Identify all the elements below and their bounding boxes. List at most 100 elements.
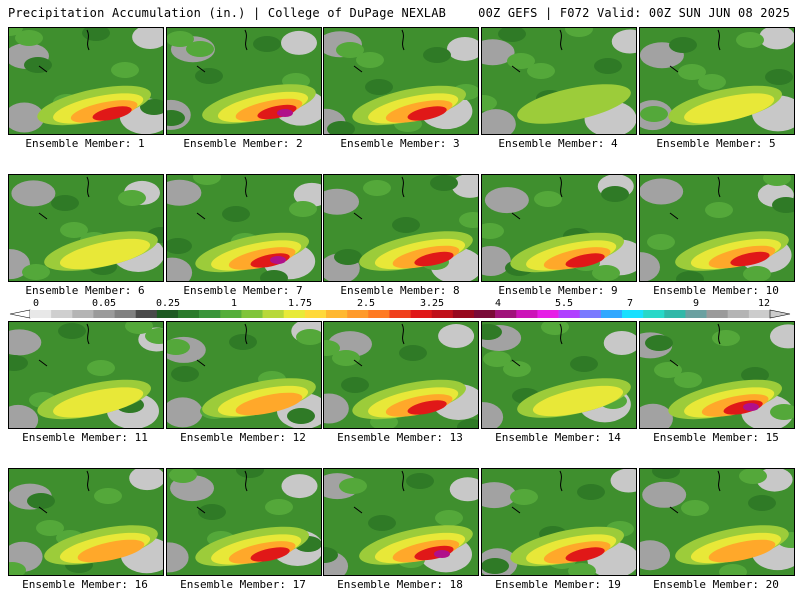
precip-map <box>640 469 794 575</box>
precip-map <box>324 470 478 575</box>
colorbar-swatch <box>579 310 602 318</box>
ensemble-map-6 <box>8 174 164 282</box>
ensemble-map-19 <box>481 468 637 576</box>
colorbar-swatch <box>283 310 306 318</box>
colorbar-label: 2.5 <box>357 298 375 309</box>
precip-map <box>9 322 163 428</box>
ensemble-member-caption: Ensemble Member: 15 <box>653 431 779 444</box>
colorbar-swatch <box>643 310 665 318</box>
ensemble-member-caption: Ensemble Member: 6 <box>25 284 145 297</box>
colorbar-swatch <box>304 310 327 318</box>
colorbar-swatch <box>600 310 623 318</box>
precip-colorbar: 0 0.05 0.25 1 1.75 2.5 3.25 4 5.5 7 9 12 <box>9 298 791 319</box>
colorbar-left-arrow <box>9 309 31 319</box>
colorbar-swatch <box>347 310 369 318</box>
colorbar-swatch <box>452 310 475 318</box>
ensemble-map-7 <box>166 174 322 282</box>
colorbar-swatch <box>368 310 390 318</box>
colorbar-label: 0 <box>33 298 39 309</box>
precip-map <box>640 28 794 132</box>
ensemble-map-17 <box>166 468 322 576</box>
colorbar-label: 1.75 <box>288 298 312 309</box>
ensemble-member-caption: Ensemble Member: 4 <box>498 137 618 150</box>
colorbar-swatch <box>410 310 433 318</box>
colorbar-label: 12 <box>758 298 770 309</box>
ensemble-map-1 <box>8 27 164 135</box>
colorbar-swatch <box>431 310 454 318</box>
ensemble-member-caption: Ensemble Member: 2 <box>183 137 303 150</box>
model-run-info: 00Z GEFS | F072 Valid: 00Z SUN JUN 08 20… <box>478 6 790 20</box>
precip-map <box>9 469 163 575</box>
precip-map <box>640 323 794 428</box>
ensemble-member-caption: Ensemble Member: 8 <box>340 284 460 297</box>
colorbar-swatch <box>727 310 750 318</box>
ensemble-member-caption: Ensemble Member: 9 <box>498 284 618 297</box>
colorbar-right-arrow <box>769 309 791 319</box>
ensemble-member-caption: Ensemble Member: 11 <box>22 431 148 444</box>
colorbar-swatch <box>72 310 94 318</box>
ensemble-map-4 <box>481 27 637 135</box>
colorbar-swatch <box>474 310 496 318</box>
colorbar-swatch <box>199 310 221 318</box>
colorbar-swatch <box>664 310 686 318</box>
ensemble-member-caption: Ensemble Member: 14 <box>495 431 621 444</box>
ensemble-member-caption: Ensemble Member: 17 <box>180 578 306 591</box>
ensemble-map-2 <box>166 27 322 135</box>
colorbar-swatch <box>51 310 73 318</box>
colorbar-label: 9 <box>693 298 699 309</box>
precip-map <box>167 29 321 130</box>
ensemble-member-caption: Ensemble Member: 12 <box>180 431 306 444</box>
precip-map <box>324 175 478 281</box>
precip-map <box>324 29 478 134</box>
ensemble-map-8 <box>323 174 479 282</box>
ensemble-map-11 <box>8 321 164 429</box>
precip-map <box>640 175 794 281</box>
colorbar-label: 0.25 <box>156 298 180 309</box>
precip-map <box>9 28 163 134</box>
colorbar-swatch <box>93 310 115 318</box>
colorbar-swatch <box>30 310 52 318</box>
precip-map <box>482 175 636 281</box>
colorbar-swatch <box>558 310 581 318</box>
ensemble-map-16 <box>8 468 164 576</box>
ensemble-member-caption: Ensemble Member: 19 <box>495 578 621 591</box>
precip-map <box>9 176 163 280</box>
colorbar-swatch <box>516 310 538 318</box>
ensemble-member-caption: Ensemble Member: 20 <box>653 578 779 591</box>
ensemble-map-13 <box>323 321 479 429</box>
ensemble-member-caption: Ensemble Member: 7 <box>183 284 303 297</box>
ensemble-member-caption: Ensemble Member: 3 <box>340 137 460 150</box>
precip-map <box>167 175 321 281</box>
colorbar-swatch <box>220 310 242 318</box>
ensemble-map-3 <box>323 27 479 135</box>
colorbar-label: 1 <box>231 298 237 309</box>
colorbar-swatch <box>685 310 707 318</box>
ensemble-map-9 <box>481 174 637 282</box>
ensemble-map-15 <box>639 321 795 429</box>
ensemble-member-caption: Ensemble Member: 1 <box>25 137 145 150</box>
colorbar-swatch <box>114 310 137 318</box>
precip-map <box>482 28 636 134</box>
ensemble-member-caption: Ensemble Member: 13 <box>337 431 463 444</box>
precip-map <box>324 323 478 428</box>
ensemble-map-10 <box>639 174 795 282</box>
colorbar-swatch <box>262 310 285 318</box>
colorbar-swatch <box>495 310 517 318</box>
colorbar-swatch <box>537 310 559 318</box>
colorbar-label: 7 <box>627 298 633 309</box>
colorbar-swatch <box>389 310 411 318</box>
colorbar-label: 3.25 <box>420 298 444 309</box>
ensemble-member-caption: Ensemble Member: 10 <box>653 284 779 297</box>
ensemble-map-12 <box>166 321 322 429</box>
ensemble-member-caption: Ensemble Member: 5 <box>656 137 776 150</box>
ensemble-map-14 <box>481 321 637 429</box>
ensemble-map-18 <box>323 468 479 576</box>
colorbar-swatch <box>748 310 771 318</box>
colorbar-swatch <box>706 310 729 318</box>
colorbar-swatch <box>135 310 158 318</box>
colorbar-swatch <box>178 310 200 318</box>
precip-map <box>482 469 636 575</box>
colorbar-swatch <box>156 310 179 318</box>
colorbar-swatch <box>326 310 348 318</box>
precip-map <box>482 322 636 428</box>
